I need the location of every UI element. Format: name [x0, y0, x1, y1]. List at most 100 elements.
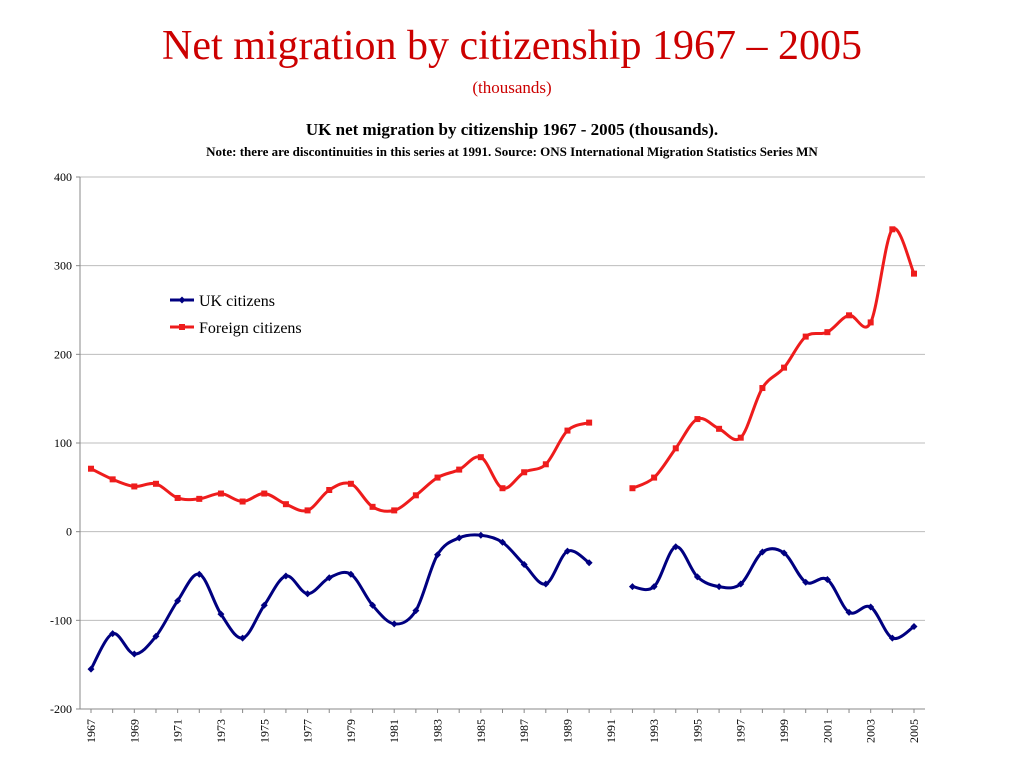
series-line-uk-citizens [632, 545, 915, 641]
data-point [477, 454, 484, 461]
data-point [304, 507, 311, 514]
y-tick-label: -100 [50, 613, 72, 627]
data-point [672, 543, 680, 551]
y-tick-label: 0 [66, 525, 72, 539]
data-point [109, 630, 117, 638]
data-point [651, 474, 658, 481]
data-point [456, 466, 463, 473]
data-point [455, 534, 463, 542]
data-point [716, 425, 723, 432]
data-point [325, 574, 333, 582]
y-tick-label: 400 [54, 170, 72, 184]
series-layer [87, 226, 918, 673]
data-point [260, 601, 268, 609]
data-point [434, 551, 442, 559]
data-point [802, 333, 809, 340]
data-point [628, 583, 636, 591]
data-point [347, 570, 355, 578]
data-point [715, 583, 723, 591]
data-point [910, 623, 918, 631]
x-tick-label: 1997 [734, 719, 748, 743]
y-tick-label: 100 [54, 436, 72, 450]
data-point [888, 634, 896, 642]
data-point [326, 486, 333, 493]
series-line-uk-citizens [89, 533, 590, 670]
data-point [824, 329, 831, 336]
data-point [87, 665, 95, 673]
data-point [802, 578, 810, 586]
data-point [130, 650, 138, 658]
data-point [152, 480, 159, 487]
data-point [499, 538, 506, 546]
data-point [693, 573, 701, 581]
data-point [347, 480, 354, 487]
data-point [911, 270, 917, 277]
data-point [867, 319, 874, 326]
x-axis-ticks: 1967 1969 1971 1973 1975 1977 1979 1981 1983 1985… [84, 709, 921, 743]
data-point [412, 607, 420, 615]
x-tick-label: 2005 [907, 719, 921, 743]
x-tick-label: 1977 [301, 719, 315, 743]
data-point [304, 590, 312, 598]
data-point [672, 445, 679, 452]
legend-label-uk-citizens: UK citizens [199, 293, 275, 310]
data-point [889, 226, 896, 233]
x-tick-label: 1995 [690, 719, 704, 743]
legend: UK citizens Foreign citizens [170, 293, 302, 337]
data-point [391, 507, 398, 514]
data-point [694, 416, 701, 423]
page-title: Net migration by citizenship 1967 – 2005 [162, 23, 862, 69]
series-uk-citizens [87, 531, 918, 673]
x-tick-label: 1989 [560, 719, 574, 743]
data-point [585, 559, 593, 567]
legend-marker [178, 296, 186, 304]
x-tick-label: 1979 [344, 719, 358, 743]
series-foreign-citizens [88, 226, 917, 514]
y-axis-ticks: -200 -100 0 100 200 300 400 [50, 170, 80, 716]
data-point [239, 634, 247, 642]
series-line-foreign-citizens [90, 421, 590, 513]
data-point [520, 560, 528, 568]
data-point [88, 465, 94, 472]
data-point [823, 576, 831, 584]
page-subtitle: (thousands) [472, 78, 552, 97]
data-point [195, 570, 203, 578]
data-point [174, 597, 182, 605]
data-point [845, 608, 853, 616]
data-point [542, 461, 549, 468]
x-tick-label: 1981 [387, 719, 401, 743]
data-point [152, 632, 160, 640]
data-point [412, 492, 419, 499]
data-point [369, 503, 376, 510]
x-tick-label: 1983 [431, 719, 445, 743]
data-point [239, 498, 246, 505]
x-tick-label: 1969 [127, 719, 141, 743]
data-point [390, 620, 398, 628]
data-point [477, 531, 485, 539]
x-tick-label: 1999 [777, 719, 791, 743]
data-point [217, 610, 225, 618]
data-point [846, 312, 853, 319]
data-point [369, 601, 377, 609]
data-point [563, 547, 571, 555]
x-tick-label: 1987 [517, 719, 531, 743]
x-tick-label: 2001 [820, 719, 834, 743]
data-point [629, 485, 636, 492]
x-tick-label: 1975 [257, 719, 271, 743]
x-tick-label: 1967 [84, 719, 98, 743]
data-point [434, 474, 441, 481]
data-point [780, 549, 788, 557]
data-point [174, 494, 181, 501]
data-point [499, 485, 506, 492]
data-point [261, 490, 268, 497]
chart-note: Note: there are discontinuities in this … [206, 144, 818, 159]
data-point [564, 427, 571, 434]
data-point [109, 476, 116, 483]
x-tick-label: 1985 [474, 719, 488, 743]
x-tick-label: 1971 [171, 719, 185, 743]
data-point [737, 580, 745, 588]
legend-label-foreign-citizens: Foreign citizens [199, 320, 302, 337]
grid-lines [80, 176, 925, 710]
x-tick-label: 1991 [604, 719, 618, 743]
